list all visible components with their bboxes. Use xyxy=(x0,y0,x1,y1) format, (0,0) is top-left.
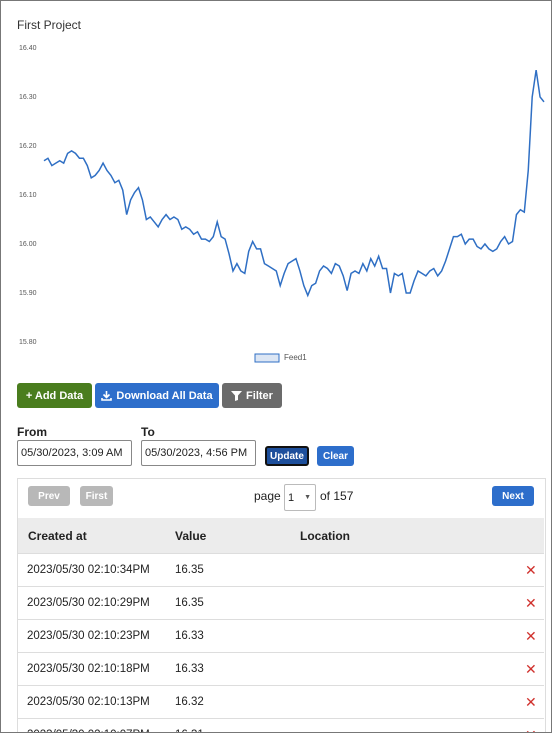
chart: First Project 15.80 15.90 16.00 16.10 16.20 1… xyxy=(17,18,545,363)
next-button[interactable]: Next xyxy=(492,486,534,506)
y-tick-label: 16.00 xyxy=(19,241,37,248)
table-row: 2023/05/30 02:10:34PM 16.35 ✕ xyxy=(17,553,544,587)
y-tick-label: 15.80 xyxy=(19,339,37,346)
table-cell: 16.35 xyxy=(175,597,204,609)
filter-label: Filter xyxy=(246,389,273,402)
first-button[interactable]: First xyxy=(80,486,113,506)
legend-swatch xyxy=(254,353,280,363)
delete-icon[interactable]: ✕ xyxy=(525,727,537,732)
to-input[interactable]: 05/30/2023, 4:56 PM xyxy=(141,440,256,466)
table-row: 2023/05/30 02:10:13PM 16.32 ✕ xyxy=(17,685,544,719)
legend-label: Feed1 xyxy=(284,353,307,362)
header-cell: Value xyxy=(175,529,207,543)
download-label: Download All Data xyxy=(116,389,213,402)
delete-icon[interactable]: ✕ xyxy=(525,595,537,611)
delete-icon[interactable]: ✕ xyxy=(525,628,537,644)
table-cell: 16.33 xyxy=(175,630,204,642)
y-tick-label: 16.20 xyxy=(19,143,37,150)
table-cell: 2023/05/30 02:10:23PM xyxy=(27,630,150,642)
update-button[interactable]: Update xyxy=(265,446,309,466)
from-label: From xyxy=(17,425,47,439)
table-cell: 2023/05/30 02:10:07PM xyxy=(27,729,150,732)
page-count: of 157 xyxy=(320,489,354,503)
table-cell: 16.35 xyxy=(175,564,204,576)
table-row: 2023/05/30 02:10:18PM 16.33 ✕ xyxy=(17,652,544,686)
clear-button[interactable]: Clear xyxy=(317,446,354,466)
table-cell: 2023/05/30 02:10:29PM xyxy=(27,597,150,609)
table-row: 2023/05/30 02:10:29PM 16.35 ✕ xyxy=(17,586,544,620)
prev-button[interactable]: Prev xyxy=(28,486,70,506)
delete-icon[interactable]: ✕ xyxy=(525,694,537,710)
download-icon xyxy=(101,391,113,401)
filter-button[interactable]: Filter xyxy=(222,383,282,408)
y-tick-label: 16.30 xyxy=(19,94,37,101)
page-current: 1 xyxy=(288,491,295,504)
delete-icon[interactable]: ✕ xyxy=(525,661,537,677)
filter-icon xyxy=(231,391,243,401)
table-row: 2023/05/30 02:10:23PM 16.33 ✕ xyxy=(17,619,544,653)
table-cell: 16.31 xyxy=(175,729,204,732)
table-panel xyxy=(17,478,546,732)
page-label: page xyxy=(254,489,281,503)
y-tick-label: 15.90 xyxy=(19,290,37,297)
prev-label: Prev xyxy=(38,490,60,502)
y-tick-label: 16.40 xyxy=(19,45,37,52)
table-cell: 2023/05/30 02:10:13PM xyxy=(27,696,150,708)
add-data-button[interactable]: + Add Data xyxy=(17,383,92,408)
data-line xyxy=(43,69,545,298)
table-cell: 2023/05/30 02:10:18PM xyxy=(27,663,150,675)
y-tick-label: 16.10 xyxy=(19,192,37,199)
header-cell: Created at xyxy=(28,529,87,543)
table-cell: 2023/05/30 02:10:34PM xyxy=(27,564,150,576)
table-cell: 16.33 xyxy=(175,663,204,675)
table-cell: 16.32 xyxy=(175,696,204,708)
chart-title: First Project xyxy=(17,18,82,32)
header-cell: Location xyxy=(300,529,350,543)
delete-icon[interactable]: ✕ xyxy=(525,562,537,578)
download-button[interactable]: Download All Data xyxy=(95,383,219,408)
from-input[interactable]: 05/30/2023, 3:09 AM xyxy=(17,440,132,466)
select-caret: ▼ xyxy=(304,494,311,501)
page-select[interactable]: 1 ▼ xyxy=(284,484,316,511)
to-label: To xyxy=(141,425,155,439)
table-header xyxy=(18,518,544,553)
table-row: 2023/05/30 02:10:07PM 16.31 ✕ xyxy=(17,718,544,732)
